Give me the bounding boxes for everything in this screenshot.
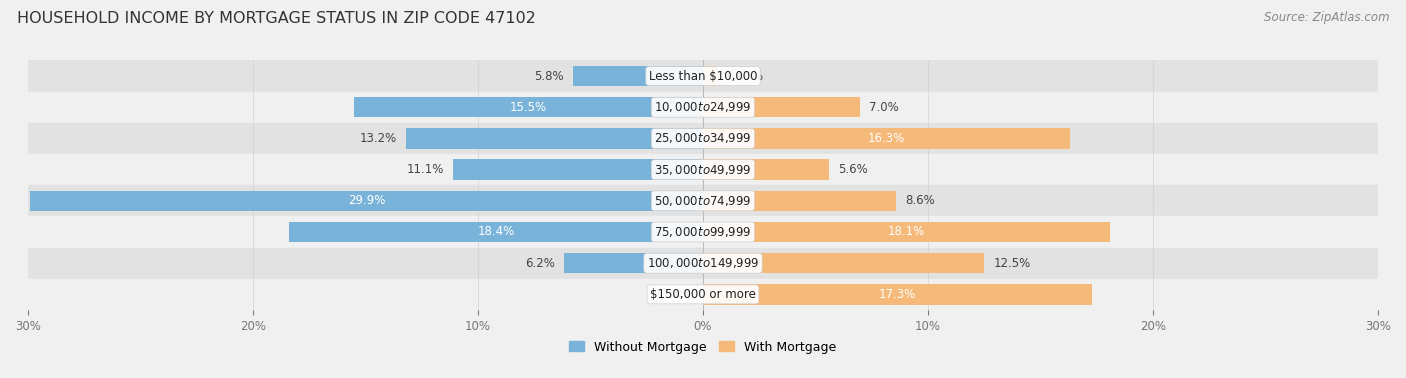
Text: $100,000 to $149,999: $100,000 to $149,999 xyxy=(647,256,759,270)
Text: 16.3%: 16.3% xyxy=(868,132,905,145)
Text: 12.5%: 12.5% xyxy=(993,257,1031,270)
Text: 8.6%: 8.6% xyxy=(905,194,935,207)
Bar xyxy=(703,284,1092,305)
Bar xyxy=(354,97,703,118)
Bar xyxy=(28,123,1378,154)
Text: 13.2%: 13.2% xyxy=(360,132,396,145)
Bar xyxy=(703,160,830,180)
Text: 7.0%: 7.0% xyxy=(869,101,900,114)
Text: $75,000 to $99,999: $75,000 to $99,999 xyxy=(654,225,752,239)
Text: 5.6%: 5.6% xyxy=(838,163,868,176)
Bar xyxy=(453,160,703,180)
Bar xyxy=(28,279,1378,310)
Text: 15.5%: 15.5% xyxy=(510,101,547,114)
Bar xyxy=(564,253,703,273)
Text: 17.3%: 17.3% xyxy=(879,288,917,301)
Bar xyxy=(703,66,717,86)
Text: $35,000 to $49,999: $35,000 to $49,999 xyxy=(654,163,752,177)
Bar xyxy=(28,248,1378,279)
Bar xyxy=(703,97,860,118)
Bar xyxy=(290,222,703,242)
Text: 29.9%: 29.9% xyxy=(349,194,385,207)
Bar xyxy=(28,154,1378,185)
Text: $150,000 or more: $150,000 or more xyxy=(650,288,756,301)
Legend: Without Mortgage, With Mortgage: Without Mortgage, With Mortgage xyxy=(564,336,842,359)
Bar xyxy=(28,92,1378,123)
Text: 11.1%: 11.1% xyxy=(406,163,444,176)
Text: Less than $10,000: Less than $10,000 xyxy=(648,70,758,82)
Bar xyxy=(28,216,1378,248)
Bar xyxy=(28,60,1378,92)
Bar xyxy=(703,191,897,211)
Bar xyxy=(703,222,1111,242)
Text: 6.2%: 6.2% xyxy=(524,257,554,270)
Bar xyxy=(28,185,1378,216)
Bar xyxy=(406,128,703,149)
Bar xyxy=(572,66,703,86)
Bar xyxy=(703,128,1070,149)
Text: $10,000 to $24,999: $10,000 to $24,999 xyxy=(654,100,752,114)
Text: HOUSEHOLD INCOME BY MORTGAGE STATUS IN ZIP CODE 47102: HOUSEHOLD INCOME BY MORTGAGE STATUS IN Z… xyxy=(17,11,536,26)
Text: 18.4%: 18.4% xyxy=(478,226,515,239)
Text: $50,000 to $74,999: $50,000 to $74,999 xyxy=(654,194,752,208)
Text: $25,000 to $34,999: $25,000 to $34,999 xyxy=(654,132,752,146)
Text: 0.0%: 0.0% xyxy=(665,288,695,301)
Text: 0.63%: 0.63% xyxy=(725,70,763,82)
Text: 5.8%: 5.8% xyxy=(534,70,564,82)
Text: Source: ZipAtlas.com: Source: ZipAtlas.com xyxy=(1264,11,1389,24)
Text: 18.1%: 18.1% xyxy=(889,226,925,239)
Bar xyxy=(31,191,703,211)
Bar xyxy=(703,253,984,273)
